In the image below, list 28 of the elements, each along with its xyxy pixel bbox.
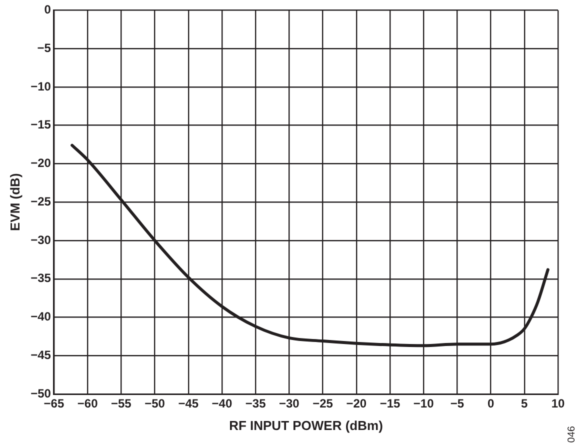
y-tick-label: −5 xyxy=(37,40,52,55)
x-tick-label: −45 xyxy=(178,396,199,411)
x-tick-label: −15 xyxy=(380,396,400,411)
text: 046 xyxy=(567,426,578,443)
x-axis-title: RF INPUT POWER (dBm) xyxy=(229,418,383,433)
y-tick-label: −25 xyxy=(30,194,52,208)
y-axis-title: EVM (dB) xyxy=(7,173,22,231)
y-tick-label: −40 xyxy=(30,310,52,324)
y-tick-label: −20 xyxy=(30,156,52,170)
x-tick-label: −10 xyxy=(413,396,434,411)
x-tick-label: 5 xyxy=(521,396,528,411)
y-tick-label: −15 xyxy=(30,118,52,132)
x-tick-label: 10 xyxy=(551,396,565,411)
y-tick-label: −30 xyxy=(30,232,52,247)
x-tick-label: −25 xyxy=(312,396,334,411)
x-tick-label: −50 xyxy=(144,396,166,411)
x-tick-label: −55 xyxy=(110,396,132,411)
x-tick-label: −5 xyxy=(450,396,464,411)
x-tick-label: −20 xyxy=(346,396,367,411)
y-tick-label: −10 xyxy=(30,79,52,94)
x-tick-label: −30 xyxy=(278,396,300,411)
y-tick-label: 0 xyxy=(44,2,52,17)
x-tick-label: −40 xyxy=(212,396,232,411)
x-tick-label: −35 xyxy=(245,396,266,411)
y-tick-label: −45 xyxy=(30,348,52,362)
y-tick-label: −35 xyxy=(30,271,52,286)
x-tick-label: −60 xyxy=(77,396,98,411)
x-tick-label: 0 xyxy=(487,396,494,411)
